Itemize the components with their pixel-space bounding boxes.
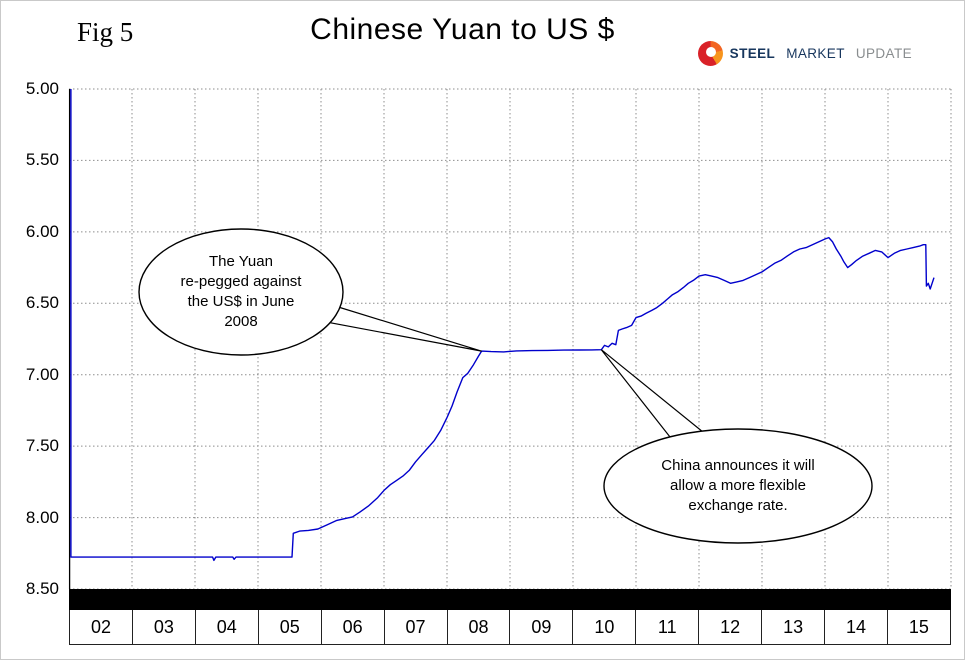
x-tick-label: 15 xyxy=(886,610,951,644)
y-tick-label: 7.50 xyxy=(25,436,59,456)
x-tick-label: 14 xyxy=(824,610,887,644)
y-tick-label: 6.50 xyxy=(25,293,59,313)
x-tick-label: 04 xyxy=(194,610,258,644)
y-tick-label: 5.50 xyxy=(25,150,59,170)
y-tick-label: 5.00 xyxy=(25,79,59,98)
y-tick-label: 8.00 xyxy=(25,507,59,527)
plot-area xyxy=(68,88,952,590)
x-tick-label: 12 xyxy=(698,610,761,644)
callout-tail xyxy=(600,349,704,438)
callout-tail xyxy=(329,306,482,352)
x-tick-label: 05 xyxy=(257,610,321,644)
y-tick-label: 6.00 xyxy=(25,221,59,241)
figure-number: Fig 5 xyxy=(77,17,134,47)
x-tick-label: 03 xyxy=(131,610,195,644)
y-tick-label: 8.50 xyxy=(25,579,59,598)
callout-bubble xyxy=(138,228,344,356)
x-tick-label: 06 xyxy=(320,610,384,644)
x-axis-labels: 02 03 04 05 06 07 08 09 10 11 12 13 14 15 xyxy=(69,610,951,645)
logo-swirl-icon xyxy=(697,41,723,66)
line-chart xyxy=(68,88,952,590)
x-tick-label: 13 xyxy=(761,610,824,644)
x-tick-label: 11 xyxy=(635,610,698,644)
x-tick-label: 07 xyxy=(383,610,447,644)
chart-title: Chinese Yuan to US $ xyxy=(310,13,615,46)
y-axis-labels: 5.00 5.50 6.00 6.50 7.00 7.50 8.00 8.50 xyxy=(1,1,63,659)
steel-market-update-logo: STEEL MARKET UPDATE xyxy=(697,41,912,66)
x-axis-bar xyxy=(69,589,951,610)
x-tick-label: 10 xyxy=(572,610,635,644)
x-tick-label: 09 xyxy=(509,610,572,644)
logo-word-steel: STEEL xyxy=(729,46,776,61)
y-tick-label: 7.00 xyxy=(25,364,59,384)
logo-word-market: MARKET xyxy=(786,46,845,61)
exchange-rate-line xyxy=(70,89,935,562)
logo-word-update: UPDATE xyxy=(855,46,912,61)
callout-bubble xyxy=(603,428,873,544)
x-tick-label: 02 xyxy=(69,610,132,644)
x-tick-label: 08 xyxy=(446,610,510,644)
